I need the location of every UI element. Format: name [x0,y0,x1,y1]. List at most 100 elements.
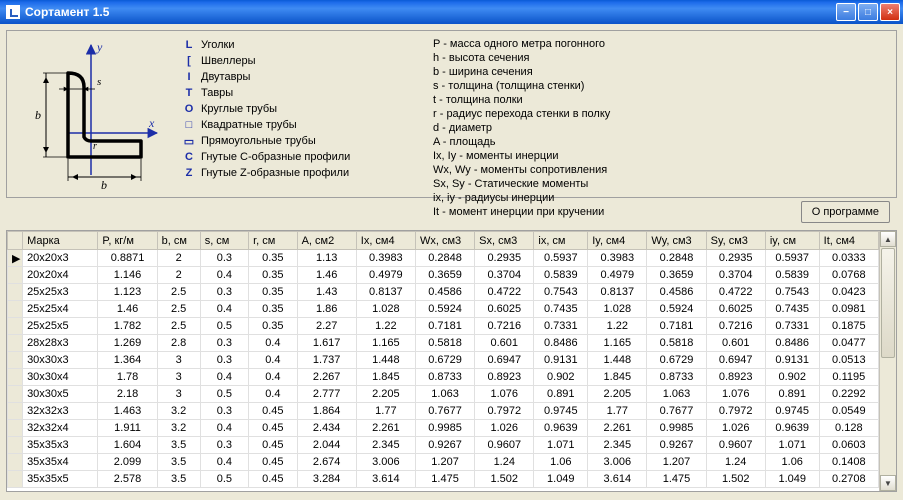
table-cell: 0.2292 [819,386,878,403]
table-row[interactable]: 30x30x52.1830.50.42.7772.2051.0631.0760.… [8,386,879,403]
column-header[interactable]: ix, см [534,232,588,250]
table-cell: 0.5924 [647,301,706,318]
profile-item-4[interactable]: OКруглые трубы [183,101,423,117]
row-marker [8,267,23,284]
table-cell: 1.911 [98,420,157,437]
scroll-thumb[interactable] [881,248,895,358]
table-cell: 1.026 [706,420,765,437]
table-cell: 0.7435 [534,301,588,318]
vertical-scrollbar[interactable]: ▲ ▼ [879,231,896,491]
table-cell: 1.165 [588,335,647,352]
table-cell: 1.845 [356,369,415,386]
table-cell: 30x30x5 [23,386,98,403]
table-cell: 2.674 [297,454,356,471]
table-cell: 1.46 [297,267,356,284]
maximize-button[interactable]: □ [858,3,878,21]
profile-item-2[interactable]: IДвутавры [183,69,423,85]
table-cell: 0.2848 [415,250,474,267]
table-cell: 1.123 [98,284,157,301]
table-row[interactable]: 20x20x41.14620.40.351.460.49790.36590.37… [8,267,879,284]
table-cell: 0.8733 [647,369,706,386]
table-row[interactable]: 35x35x31.6043.50.30.452.0442.3450.92670.… [8,437,879,454]
column-header[interactable]: Ix, см4 [356,232,415,250]
column-header[interactable]: s, см [200,232,248,250]
column-header[interactable]: P, кг/м [98,232,157,250]
table-cell: 0.4 [200,301,248,318]
table-row[interactable]: 35x35x42.0993.50.40.452.6743.0061.2071.2… [8,454,879,471]
table-row[interactable]: 32x32x41.9113.20.40.452.4342.2610.99851.… [8,420,879,437]
table-row[interactable]: 28x28x31.2692.80.30.41.6171.1650.58180.6… [8,335,879,352]
profile-item-5[interactable]: □Квадратные трубы [183,117,423,133]
column-header[interactable]: Iy, см4 [588,232,647,250]
table-cell: 30x30x4 [23,369,98,386]
table-cell: 0.45 [249,403,297,420]
table-cell: 0.45 [249,454,297,471]
table-cell: 1.617 [297,335,356,352]
about-button[interactable]: О программе [801,201,890,223]
table-cell: 0.4979 [588,267,647,284]
table-row[interactable]: 30x30x41.7830.40.42.2671.8450.87330.8923… [8,369,879,386]
table-cell: 1.502 [706,471,765,488]
column-header[interactable]: iy, см [765,232,819,250]
row-marker [8,335,23,352]
table-cell: 1.076 [706,386,765,403]
table-cell: 0.6729 [647,352,706,369]
profile-item-0[interactable]: LУголки [183,37,423,53]
table-cell: 0.6729 [415,352,474,369]
scroll-down-button[interactable]: ▼ [880,475,896,491]
column-header[interactable]: b, см [157,232,200,250]
table-row[interactable]: 25x25x31.1232.50.30.351.430.81370.45860.… [8,284,879,301]
table-cell: 0.4586 [415,284,474,301]
table-cell: 0.3983 [588,250,647,267]
definition-line: s - толщина (толщина стенки) [433,79,890,93]
table-cell: 1.24 [706,454,765,471]
table-cell: 25x25x5 [23,318,98,335]
column-header[interactable]: A, см2 [297,232,356,250]
scroll-up-button[interactable]: ▲ [880,231,896,247]
table-cell: 0.6947 [475,352,534,369]
column-header[interactable]: Wx, см3 [415,232,474,250]
profile-label: Двутавры [201,71,250,83]
close-button[interactable]: × [880,3,900,21]
svg-text:b: b [101,178,107,191]
table-row[interactable]: ▶20x20x30.887120.30.351.130.39830.28480.… [8,250,879,267]
row-marker [8,437,23,454]
column-header[interactable]: Sy, см3 [706,232,765,250]
table-cell: 2.099 [98,454,157,471]
table-row[interactable]: 32x32x31.4633.20.30.451.8641.770.76770.7… [8,403,879,420]
table-cell: 0.2848 [647,250,706,267]
minimize-button[interactable]: − [836,3,856,21]
table-row[interactable]: 35x35x52.5783.50.50.453.2843.6141.4751.5… [8,471,879,488]
table-cell: 3.5 [157,454,200,471]
profile-icon: ▭ [183,135,195,147]
row-marker [8,318,23,335]
data-grid[interactable]: МаркаP, кг/мb, смs, смr, смA, см2Ix, см4… [7,231,879,491]
table-cell: 0.4 [249,386,297,403]
table-cell: 1.448 [356,352,415,369]
profile-item-1[interactable]: [Швеллеры [183,53,423,69]
table-cell: 0.8923 [706,369,765,386]
profile-item-8[interactable]: ZГнутые Z-образные профили [183,165,423,181]
table-row[interactable]: 30x30x31.36430.30.41.7371.4480.67290.694… [8,352,879,369]
table-cell: 0.4 [249,352,297,369]
column-header[interactable]: Марка [23,232,98,250]
profile-item-7[interactable]: CГнутые С-образные профили [183,149,423,165]
table-cell: 0.7435 [765,301,819,318]
definition-line: A - площадь [433,135,890,149]
table-cell: 0.8486 [765,335,819,352]
table-cell: 0.45 [249,471,297,488]
column-header[interactable]: r, см [249,232,297,250]
column-header[interactable]: Wy, см3 [647,232,706,250]
profile-item-6[interactable]: ▭Прямоугольные трубы [183,133,423,149]
table-cell: 2 [157,267,200,284]
table-row[interactable]: 25x25x51.7822.50.50.352.271.220.71810.72… [8,318,879,335]
definition-line: Sx, Sy - Статические моменты [433,177,890,191]
table-cell: 1.028 [588,301,647,318]
table-cell: 0.0549 [819,403,878,420]
table-row[interactable]: 25x25x41.462.50.40.351.861.0280.59240.60… [8,301,879,318]
column-header[interactable]: It, см4 [819,232,878,250]
table-cell: 2 [157,250,200,267]
column-header[interactable]: Sx, см3 [475,232,534,250]
profile-item-3[interactable]: TТавры [183,85,423,101]
table-cell: 20x20x4 [23,267,98,284]
